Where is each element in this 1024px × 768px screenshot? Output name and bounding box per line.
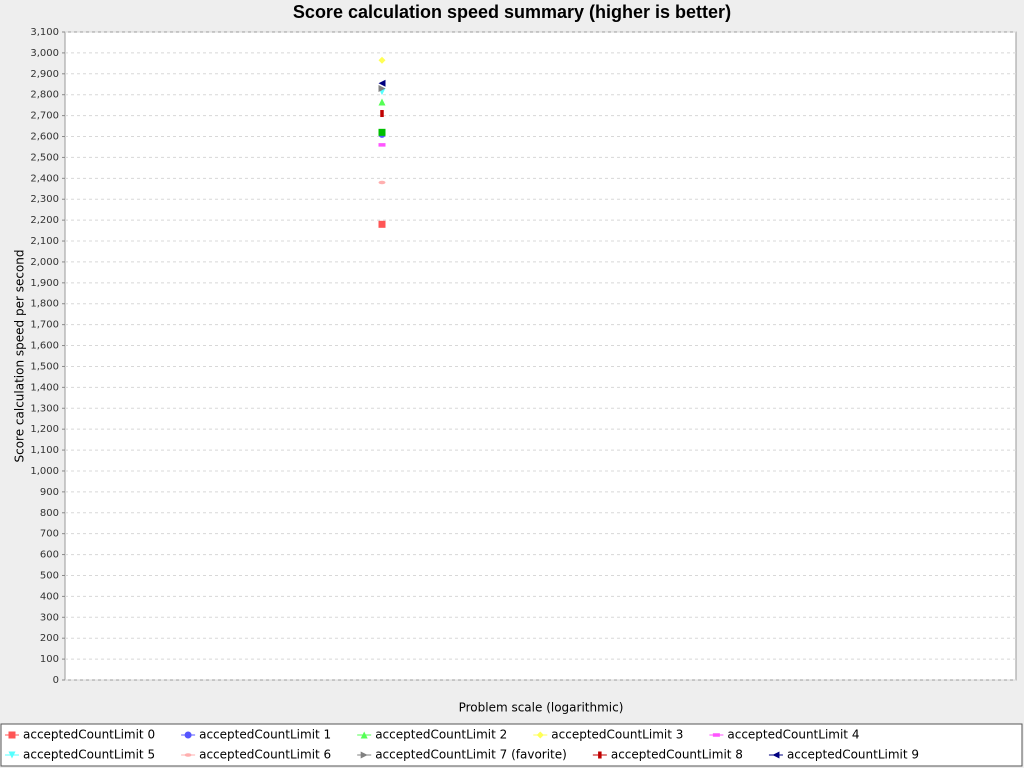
- y-tick-label: 2,900: [30, 69, 59, 80]
- legend-marker: [712, 733, 720, 737]
- y-tick-label: 2,100: [30, 236, 59, 247]
- y-tick-label: 1,300: [30, 403, 59, 414]
- point: [378, 56, 386, 64]
- y-tick-label: 2,000: [30, 257, 59, 268]
- y-tick-label: 300: [40, 612, 59, 623]
- y-tick-label: 2,400: [30, 173, 59, 184]
- legend-label: acceptedCountLimit 4: [727, 728, 859, 742]
- y-tick-label: 1,100: [30, 445, 59, 456]
- y-tick-label: 0: [53, 675, 59, 686]
- y-tick-label: 2,800: [30, 90, 59, 101]
- y-tick-label: 200: [40, 633, 59, 644]
- legend-label: acceptedCountLimit 5: [23, 748, 155, 762]
- legend-label: acceptedCountLimit 3: [551, 728, 683, 742]
- y-tick-label: 2,200: [30, 215, 59, 226]
- legend: [0, 723, 1023, 767]
- y-tick-label: 800: [40, 508, 59, 519]
- legend-marker: [598, 751, 602, 759]
- y-tick-label: 600: [40, 550, 59, 561]
- y-tick-label: 700: [40, 529, 59, 540]
- y-tick-label: 100: [40, 654, 59, 665]
- y-tick-label: 400: [40, 591, 59, 602]
- point: [378, 79, 386, 87]
- legend-label: acceptedCountLimit 8: [611, 748, 743, 762]
- y-tick-label: 2,500: [30, 152, 59, 163]
- legend-label: acceptedCountLimit 1: [199, 728, 331, 742]
- legend-marker: [8, 751, 16, 759]
- legend-label: acceptedCountLimit 7 (favorite): [375, 748, 567, 762]
- point: [378, 143, 386, 147]
- y-tick-label: 1,600: [30, 341, 59, 352]
- y-axis-label: Score calculation speed per second: [13, 249, 27, 462]
- y-tick-label: 1,400: [30, 382, 59, 393]
- point: [380, 110, 384, 118]
- plot-area: [64, 31, 1017, 681]
- y-tick-label: 2,300: [30, 194, 59, 205]
- point: [378, 220, 386, 228]
- legend-label: acceptedCountLimit 6: [199, 748, 331, 762]
- y-tick-label: 1,700: [30, 320, 59, 331]
- legend-marker: [536, 731, 544, 739]
- legend-marker: [360, 751, 368, 759]
- legend-label: acceptedCountLimit 9: [787, 748, 919, 762]
- x-axis-label: Problem scale (logarithmic): [459, 701, 624, 715]
- point: [378, 98, 386, 106]
- legend-marker: [360, 731, 368, 739]
- y-tick-label: 2,600: [30, 132, 59, 143]
- y-tick-label: 500: [40, 570, 59, 581]
- y-tick-label: 900: [40, 487, 59, 498]
- legend-label: acceptedCountLimit 2: [375, 728, 507, 742]
- legend-marker: [8, 731, 16, 739]
- y-tick-label: 1,800: [30, 299, 59, 310]
- legend-marker: [184, 731, 192, 739]
- y-tick-label: 2,700: [30, 111, 59, 122]
- chart-title: Score calculation speed summary (higher …: [293, 2, 731, 22]
- y-tick-label: 3,100: [30, 27, 59, 38]
- point: [378, 84, 386, 92]
- legend-marker: [184, 753, 192, 757]
- y-tick-label: 1,000: [30, 466, 59, 477]
- y-tick-label: 1,200: [30, 424, 59, 435]
- y-tick-label: 3,000: [30, 48, 59, 59]
- legend-label: acceptedCountLimit 0: [23, 728, 155, 742]
- y-tick-label: 1,500: [30, 361, 59, 372]
- legend-marker: [772, 751, 780, 759]
- point: [378, 128, 386, 136]
- y-tick-label: 1,900: [30, 278, 59, 289]
- point: [378, 180, 386, 185]
